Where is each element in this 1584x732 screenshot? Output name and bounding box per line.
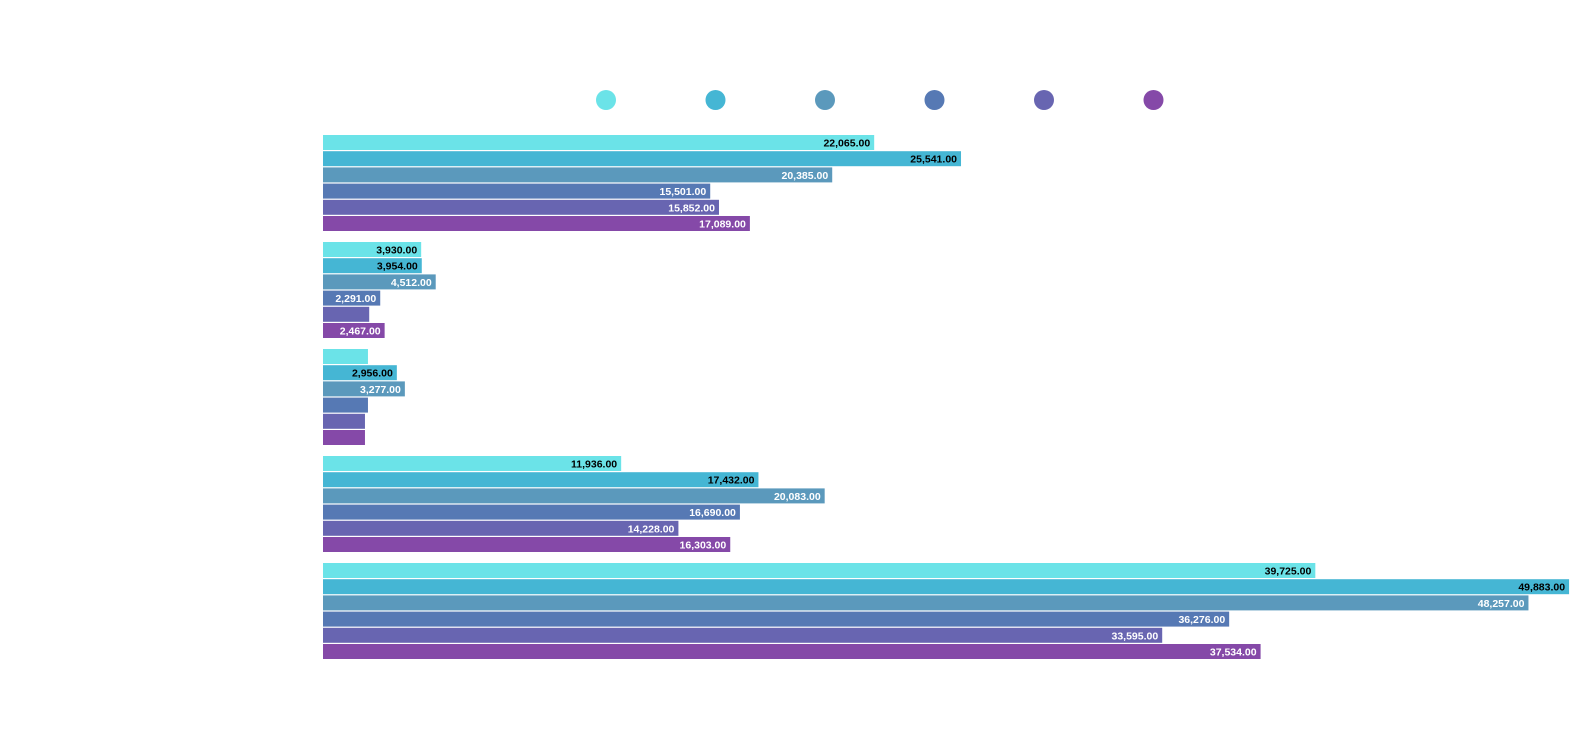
bar-group3-series3[interactable] [323,381,405,397]
bar-group1-series6[interactable] [323,216,750,231]
bar-labels: 22,065.00 25,541.00 20,385.00 15,501.00 15,8… [335,138,1565,659]
bar-group4-series6[interactable] [323,537,731,552]
bar-label-group3-series3: 3,277.00 [360,384,401,396]
bar-label-group5-series4: 36,276.00 [1178,614,1225,626]
bar-label-group4-series2: 17,432.00 [708,475,755,487]
bar-group2-series5[interactable] [323,306,370,322]
bar-group4-series2[interactable] [323,472,759,488]
bar-group3-series5[interactable] [323,413,365,429]
bar-group3-series1[interactable] [323,349,368,364]
bar-label-group2-series3: 4,512.00 [391,277,432,289]
bar-label-group1-series4: 15,501.00 [659,186,706,198]
bar-label-group1-series5: 15,852.00 [668,202,715,214]
bar-label-group2-series1: 3,930.00 [376,245,417,257]
bar-group3-series4[interactable] [323,397,368,413]
legend-marker-2[interactable] [705,90,726,110]
bar-group2-series2[interactable] [323,258,422,274]
bar-group4-series1[interactable] [323,456,622,471]
bar-label-group4-series6: 16,303.00 [680,540,727,552]
bar-label-group1-series2: 25,541.00 [910,154,957,166]
legend [596,90,1164,110]
bar-group2-series1[interactable] [323,242,422,257]
bar-label-group5-series1: 39,725.00 [1265,566,1312,578]
bar-group2-series3[interactable] [323,274,436,290]
bar-group2-series4[interactable] [323,290,381,306]
bar-group3-series6[interactable] [323,430,365,445]
bar-label-group1-series1: 22,065.00 [823,138,870,150]
bar-group5-series4[interactable] [323,611,1230,627]
legend-marker-1[interactable] [596,90,616,110]
bar-group4-series4[interactable] [323,504,740,520]
legend-marker-4[interactable] [924,90,945,110]
bar-group5-series2[interactable] [323,579,1570,595]
bar-group1-series1[interactable] [323,135,875,150]
bar-group3-series2[interactable] [323,365,397,381]
bar-label-group1-series3: 20,385.00 [781,170,828,182]
bar-label-group1-series6: 17,089.00 [699,219,746,231]
bar-group5-series5[interactable] [323,627,1163,643]
bar-label-group4-series3: 20,083.00 [774,491,821,503]
bar-label-group5-series5: 33,595.00 [1111,630,1158,642]
bar-group1-series5[interactable] [323,199,719,215]
bar-group2-series6[interactable] [323,323,385,338]
bar-group4-series3[interactable] [323,488,825,504]
bar-label-group5-series6: 37,534.00 [1210,647,1257,659]
bar-label-group2-series6: 2,467.00 [340,326,381,338]
bar-label-group4-series4: 16,690.00 [689,507,736,519]
bar-label-group4-series1: 11,936.00 [571,459,617,471]
bars [323,135,1570,659]
legend-marker-5[interactable] [1034,90,1054,110]
legend-marker-6[interactable] [1143,90,1164,110]
bar-label-group2-series4: 2,291.00 [335,293,376,305]
bar-label-group2-series2: 3,954.00 [377,261,418,273]
bar-label-group4-series5: 14,228.00 [628,523,675,535]
bar-label-group5-series2: 49,883.00 [1518,582,1565,594]
bar-group5-series6[interactable] [323,644,1261,659]
bar-group1-series3[interactable] [323,167,833,183]
legend-marker-3[interactable] [815,90,835,110]
bar-group1-series4[interactable] [323,183,711,199]
bar-label-group3-series2: 2,956.00 [352,368,393,380]
bar-group4-series5[interactable] [323,520,679,536]
bar-group5-series1[interactable] [323,563,1316,578]
bar-group5-series3[interactable] [323,595,1529,611]
bar-group1-series2[interactable] [323,151,962,167]
bar-label-group5-series3: 48,257.00 [1478,598,1525,610]
